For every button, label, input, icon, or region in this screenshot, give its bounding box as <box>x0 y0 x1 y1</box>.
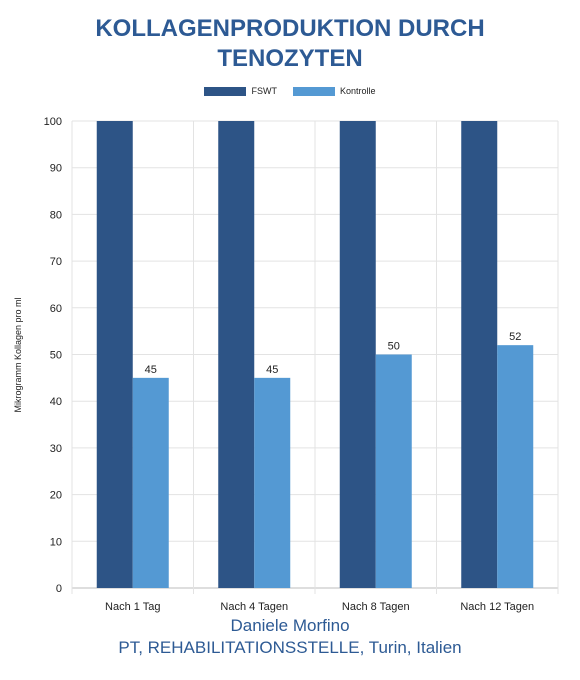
legend-swatch-fswt <box>204 86 247 96</box>
x-tick-label: Nach 12 Tagen <box>460 601 534 613</box>
y-tick-label: 90 <box>50 163 62 175</box>
legend-item-kontrolle: Kontrolle <box>292 86 376 96</box>
y-tick-label: 20 <box>50 490 62 502</box>
y-tick-label: 40 <box>50 396 62 408</box>
bar-kontrolle <box>375 354 412 588</box>
bar-fswt <box>96 121 133 588</box>
legend-item-fswt: FSWT <box>204 86 277 96</box>
legend-label-fswt: FSWT <box>251 86 277 96</box>
x-tick-label: Nach 4 Tagen <box>220 601 288 613</box>
x-tick-label: Nach 1 Tag <box>105 601 160 613</box>
bar-fswt <box>218 121 255 588</box>
bar-fswt <box>339 121 376 588</box>
bar-kontrolle <box>254 377 291 588</box>
bar-fswt <box>461 121 498 588</box>
data-label: 50 <box>388 341 400 353</box>
y-tick-label: 70 <box>50 256 62 268</box>
chart-title-line-2: TENOZYTEN <box>217 45 363 72</box>
data-label: 52 <box>509 331 521 343</box>
y-tick-label: 50 <box>50 350 62 362</box>
footer-affiliation: PT, REHABILITATIONSSTELLE, Turin, Italie… <box>118 638 462 657</box>
footer-author: Daniele Morfino <box>230 616 350 635</box>
bar-kontrolle <box>132 377 169 588</box>
chart-title-line-1: KOLLAGENPRODUKTION DURCH <box>95 15 485 42</box>
y-tick-label: 30 <box>50 443 62 455</box>
data-label: 45 <box>145 364 157 376</box>
y-tick-label: 10 <box>50 536 62 548</box>
bar-kontrolle <box>497 345 534 588</box>
x-tick-label: Nach 8 Tagen <box>342 601 410 613</box>
data-label: 45 <box>266 364 278 376</box>
chart-title: KOLLAGENPRODUKTION DURCH TENOZYTEN <box>0 14 580 74</box>
legend-swatch-kontrolle <box>292 86 335 96</box>
y-tick-label: 0 <box>56 583 62 595</box>
y-tick-label: 100 <box>44 116 62 128</box>
y-tick-label: 80 <box>50 209 62 221</box>
y-tick-label: 60 <box>50 303 62 315</box>
chart-legend: FSWT Kontrolle <box>0 86 580 96</box>
legend-label-kontrolle: Kontrolle <box>339 86 376 96</box>
